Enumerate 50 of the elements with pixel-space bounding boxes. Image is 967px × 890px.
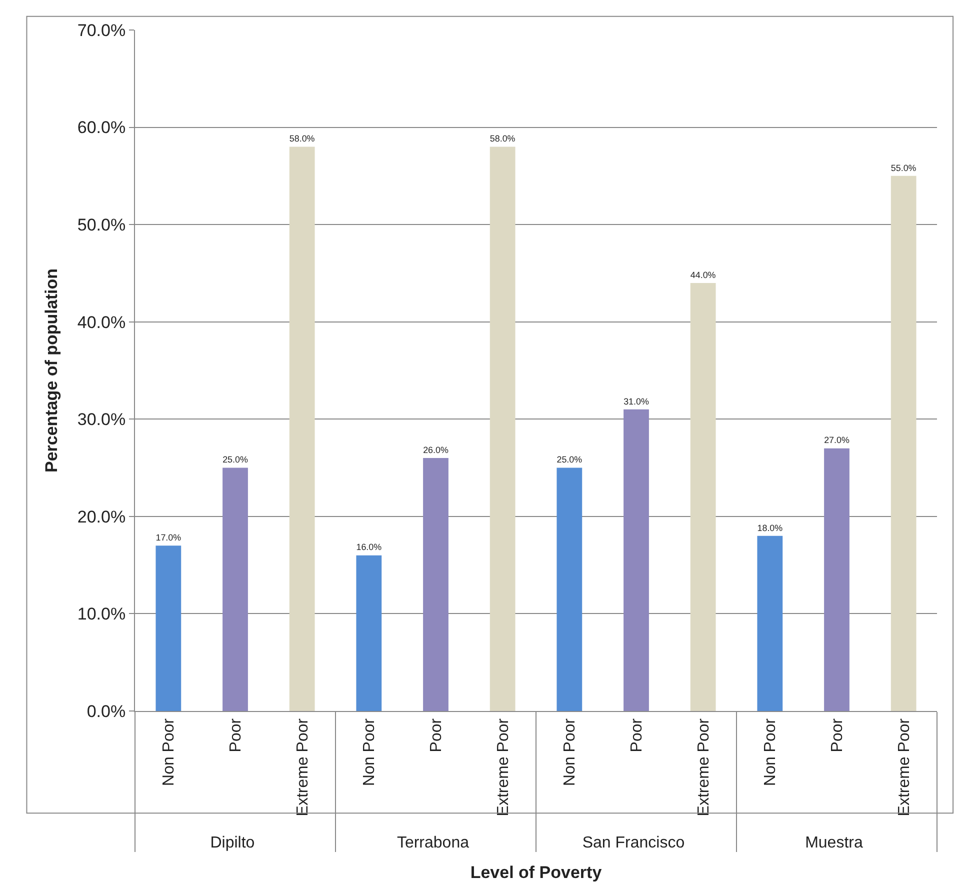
data-label: 58.0%	[289, 134, 315, 144]
data-label: 44.0%	[690, 270, 716, 280]
bar	[624, 409, 649, 711]
text: Extreme Poor	[695, 718, 712, 816]
text: Extreme Poor	[896, 718, 913, 816]
text: Non Poor	[361, 718, 378, 786]
bar	[423, 458, 448, 711]
bar	[757, 536, 783, 711]
y-tick-label: 50.0%	[77, 216, 126, 235]
bar	[556, 468, 582, 711]
text: Non Poor	[762, 718, 780, 786]
y-axis-title: Percentage of population	[42, 268, 61, 473]
data-label: 16.0%	[356, 542, 382, 552]
y-tick-label: 10.0%	[77, 604, 126, 624]
y-tick-label: 40.0%	[77, 312, 126, 332]
text: Extreme Poor	[294, 718, 312, 816]
data-label: 55.0%	[890, 162, 916, 173]
text: Extreme Poor	[494, 718, 512, 816]
x-tick-label: Terrabona	[396, 834, 470, 852]
x-axis-title: Level of Poverty	[470, 863, 602, 882]
text: Poor	[628, 718, 646, 752]
bar	[890, 176, 916, 711]
text: Poor	[227, 718, 244, 752]
y-tick-label: 70.0%	[77, 20, 126, 40]
y-tick-label: 0.0%	[86, 702, 126, 721]
bar	[156, 546, 182, 711]
data-label: 31.0%	[624, 396, 649, 406]
x-tick-label: San Francisco	[582, 834, 685, 852]
y-tick-label: 60.0%	[77, 118, 126, 138]
bar	[690, 282, 716, 711]
x-tick-label: Dipilto	[210, 834, 255, 852]
text: Poor	[428, 718, 445, 752]
bar	[356, 555, 382, 711]
data-label: 25.0%	[556, 454, 582, 465]
data-label: 27.0%	[824, 435, 850, 446]
text: Non Poor	[160, 718, 178, 786]
text: Poor	[828, 718, 846, 752]
text: Non Poor	[562, 718, 579, 786]
bar	[289, 146, 315, 711]
bar	[490, 146, 516, 711]
x-tick-label: Muestra	[805, 834, 863, 852]
data-label: 18.0%	[757, 522, 783, 533]
bar	[222, 468, 248, 711]
bar	[824, 448, 850, 711]
data-label: 26.0%	[423, 444, 448, 455]
data-label: 17.0%	[156, 532, 182, 543]
data-label: 25.0%	[222, 454, 248, 465]
y-tick-label: 30.0%	[77, 410, 126, 430]
y-tick-label: 20.0%	[77, 507, 126, 526]
data-label: 58.0%	[490, 134, 516, 144]
